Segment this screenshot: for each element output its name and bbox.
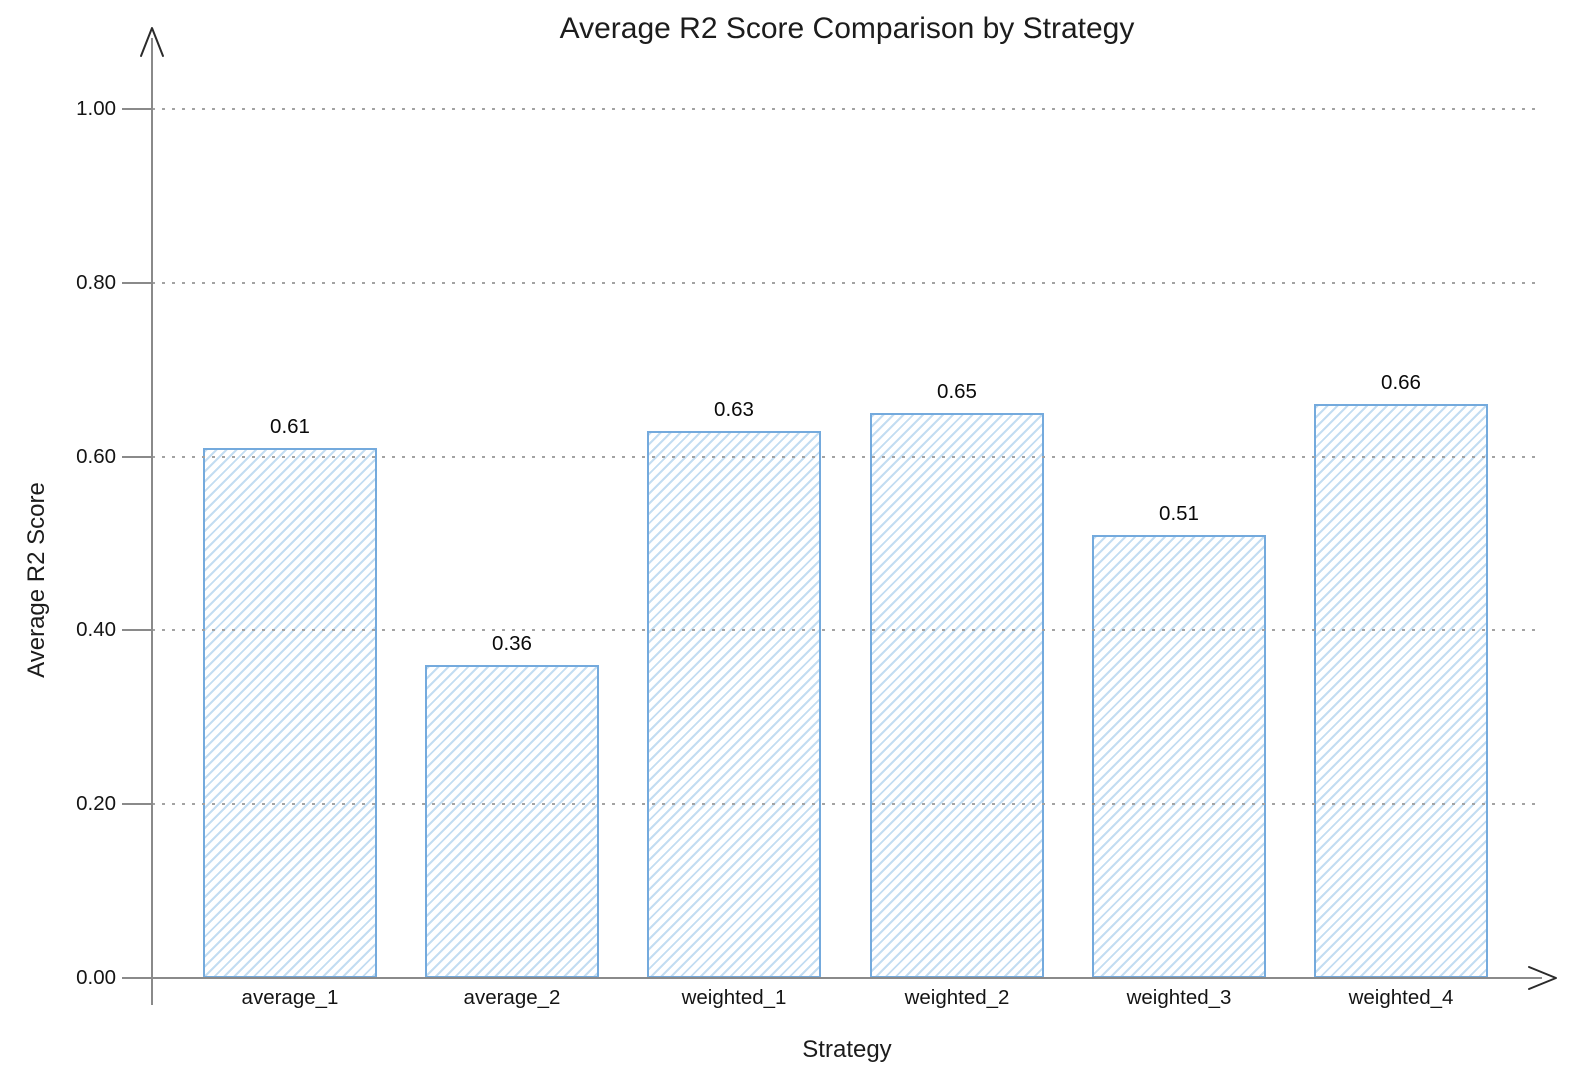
bar-weighted_4 [1314,404,1488,978]
bar-value-label-weighted_1: 0.63 [714,398,754,421]
x-tick-label-weighted_2: weighted_2 [904,986,1010,1009]
bar-weighted_3 [1092,535,1266,978]
x-axis-line [125,977,1542,979]
y-tick-mark-1.00 [122,108,152,110]
y-tick-label-0.60: 0.60 [76,444,116,468]
y-tick-label-0.00: 0.00 [76,966,116,989]
x-tick-label-weighted_1: weighted_1 [681,986,787,1009]
x-axis-title: Strategy [802,1036,892,1063]
x-tick-label-average_1: average_1 [241,986,339,1009]
y-tick-mark-0.80 [122,281,152,284]
bar-value-label-weighted_3: 0.51 [1159,502,1199,525]
y-tick-mark-0.60 [122,455,152,458]
bar-value-label-weighted_4: 0.66 [1381,371,1421,394]
bar-value-label-weighted_2: 0.65 [937,380,977,403]
gridline-0.40 [152,629,1542,632]
y-tick-label-0.80: 0.80 [76,270,116,294]
y-axis-arrow-icon [140,27,164,57]
gridline-0.80 [152,281,1542,284]
chart-title: Average R2 Score Comparison by Strategy [559,12,1135,45]
gridline-0.20 [152,803,1542,806]
gridline-0.60 [152,455,1542,458]
y-tick-mark-0.40 [122,629,152,632]
x-tick-label-weighted_3: weighted_3 [1126,986,1232,1009]
y-tick-label-0.20: 0.20 [76,792,116,816]
y-axis-title: Average R2 Score [23,482,50,678]
x-axis-arrow-icon [1528,966,1557,990]
bar-value-label-average_1: 0.61 [270,415,310,438]
x-tick-label-average_2: average_2 [463,986,561,1009]
y-tick-label-0.40: 0.40 [76,618,116,642]
y-tick-label-1.00: 1.00 [76,97,116,120]
y-tick-mark-0.20 [122,803,152,806]
bar-average_1 [203,448,377,978]
bar-weighted_2 [870,413,1044,978]
bar-average_2 [425,665,599,978]
gridline-1.00 [152,108,1542,110]
bar-weighted_1 [647,431,821,978]
x-tick-label-weighted_4: weighted_4 [1348,986,1454,1009]
y-axis-line [151,38,153,1005]
bar-value-label-average_2: 0.36 [492,632,532,655]
